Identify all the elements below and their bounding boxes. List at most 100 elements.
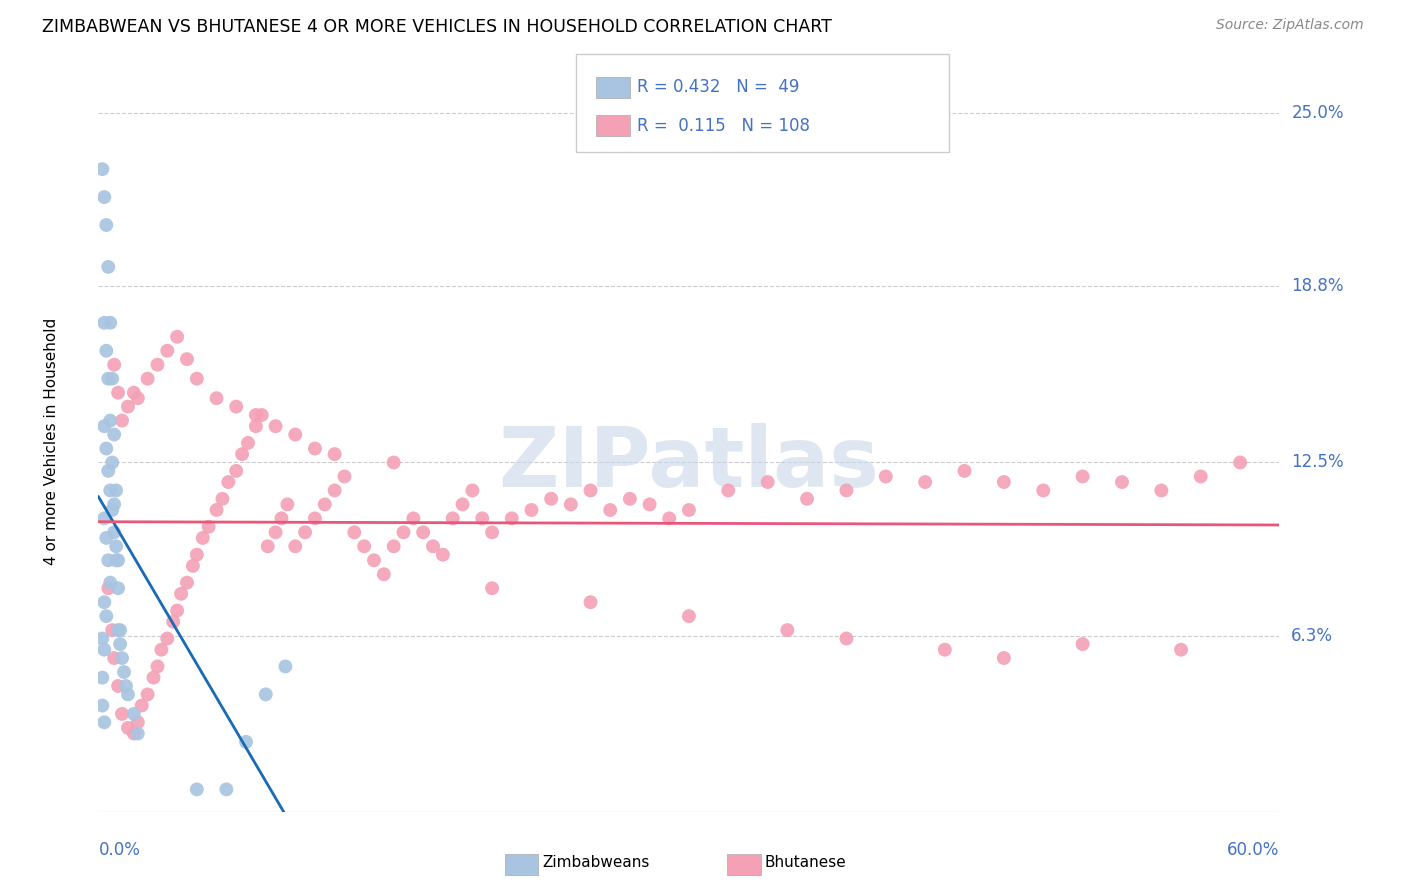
Point <box>107 385 129 400</box>
Point <box>131 698 153 713</box>
Point <box>97 581 120 595</box>
Point <box>250 408 273 422</box>
Point <box>678 503 700 517</box>
Point <box>235 735 257 749</box>
Point <box>205 391 228 405</box>
Point <box>176 352 198 367</box>
Point <box>96 218 118 232</box>
Point <box>103 651 125 665</box>
Point <box>953 464 976 478</box>
Point <box>245 408 267 422</box>
Point <box>540 491 562 506</box>
Point <box>638 497 661 511</box>
Point <box>117 400 139 414</box>
Point <box>215 782 238 797</box>
Point <box>382 539 405 553</box>
Point <box>127 726 149 740</box>
Point <box>91 162 114 177</box>
Point <box>520 503 543 517</box>
Point <box>103 427 125 442</box>
Text: ZIPatlas: ZIPatlas <box>499 423 879 504</box>
Point <box>333 469 356 483</box>
Point <box>363 553 385 567</box>
Point <box>117 721 139 735</box>
Point <box>1111 475 1133 489</box>
Point <box>314 497 336 511</box>
Text: Bhutanese: Bhutanese <box>765 855 846 870</box>
Point <box>245 419 267 434</box>
Point <box>111 706 134 721</box>
Text: 6.3%: 6.3% <box>1291 627 1333 645</box>
Point <box>146 659 169 673</box>
Text: ZIMBABWEAN VS BHUTANESE 4 OR MORE VEHICLES IN HOUSEHOLD CORRELATION CHART: ZIMBABWEAN VS BHUTANESE 4 OR MORE VEHICL… <box>42 18 832 36</box>
Point <box>96 531 118 545</box>
Text: 12.5%: 12.5% <box>1291 453 1344 472</box>
Text: R =  0.115   N = 108: R = 0.115 N = 108 <box>637 117 810 135</box>
Point <box>1170 642 1192 657</box>
Point <box>225 464 247 478</box>
Point <box>91 671 114 685</box>
Point <box>166 603 188 617</box>
Point <box>284 539 307 553</box>
Point <box>225 400 247 414</box>
Point <box>96 343 118 358</box>
Point <box>323 483 346 498</box>
Point <box>98 575 121 590</box>
Point <box>108 637 131 651</box>
Point <box>481 525 503 540</box>
Point <box>835 632 858 646</box>
Point <box>678 609 700 624</box>
Point <box>236 436 259 450</box>
Point <box>136 372 159 386</box>
Point <box>162 615 184 629</box>
Point <box>412 525 434 540</box>
Point <box>875 469 897 483</box>
Point <box>422 539 444 553</box>
Point <box>181 558 204 573</box>
Point <box>579 595 602 609</box>
Point <box>276 497 298 511</box>
Point <box>103 497 125 511</box>
Point <box>146 358 169 372</box>
Point <box>186 548 208 562</box>
Point <box>382 455 405 469</box>
Point <box>93 190 115 204</box>
Point <box>108 623 131 637</box>
Point <box>127 715 149 730</box>
Point <box>176 575 198 590</box>
Point <box>93 316 115 330</box>
Point <box>150 642 173 657</box>
Point <box>115 679 138 693</box>
Point <box>211 491 233 506</box>
Point <box>156 343 179 358</box>
Point <box>93 511 115 525</box>
Point <box>756 475 779 489</box>
Point <box>111 651 134 665</box>
Point <box>107 553 129 567</box>
Point <box>619 491 641 506</box>
Point <box>98 414 121 428</box>
Point <box>256 539 278 553</box>
Point <box>432 548 454 562</box>
Point <box>205 503 228 517</box>
Point <box>107 679 129 693</box>
Point <box>323 447 346 461</box>
Point <box>142 671 165 685</box>
Point <box>231 447 253 461</box>
Point <box>796 491 818 506</box>
Point <box>101 372 124 386</box>
Point <box>993 651 1015 665</box>
Point <box>197 520 219 534</box>
Point <box>122 706 145 721</box>
Text: 0.0%: 0.0% <box>98 841 141 859</box>
Point <box>560 497 582 511</box>
Point <box>101 623 124 637</box>
Point <box>304 511 326 525</box>
Point <box>264 525 287 540</box>
Point <box>105 553 128 567</box>
Point <box>501 511 523 525</box>
Point <box>451 497 474 511</box>
Point <box>579 483 602 498</box>
Point <box>274 659 297 673</box>
Point <box>186 782 208 797</box>
